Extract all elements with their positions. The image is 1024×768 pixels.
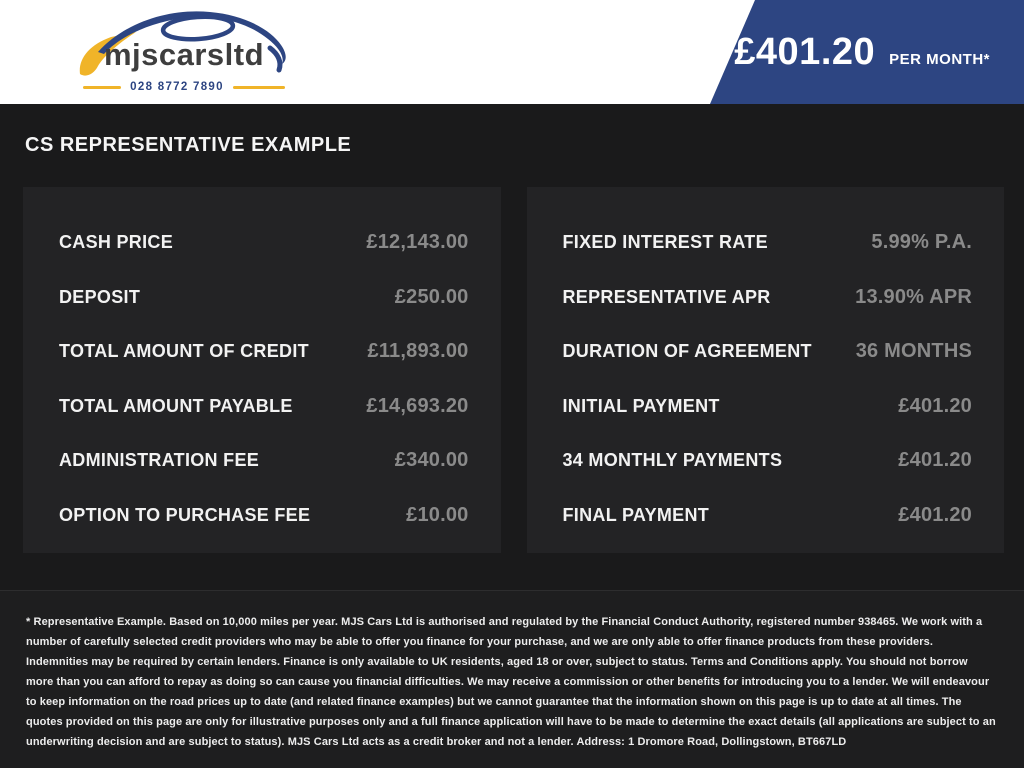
finance-row-total-credit: TOTAL AMOUNT OF CREDIT £11,893.00 (59, 340, 469, 363)
finance-row-fixed-interest-rate: FIXED INTEREST RATE 5.99% P.A. (563, 231, 973, 254)
finance-label: 34 MONTHLY PAYMENTS (562, 450, 783, 471)
finance-label: TOTAL AMOUNT PAYABLE (59, 395, 293, 416)
finance-label: TOTAL AMOUNT OF CREDIT (59, 341, 309, 362)
monthly-price-period: PER MONTH* (889, 50, 990, 68)
finance-label: DURATION OF AGREEMENT (562, 341, 812, 362)
finance-label: ADMINISTRATION FEE (59, 450, 260, 471)
finance-value: £250.00 (394, 285, 469, 308)
finance-value: 13.90% APR (855, 285, 972, 308)
finance-row-final-payment: FINAL PAYMENT £401.20 (563, 504, 973, 527)
finance-label: CASH PRICE (59, 232, 174, 252)
finance-value: 5.99% P.A. (871, 231, 972, 253)
monthly-price-banner: £401.20 PER MONTH* (710, 0, 1024, 104)
finance-label: REPRESENTATIVE APR (562, 286, 771, 307)
finance-row-option-to-purchase-fee: OPTION TO PURCHASE FEE £10.00 (59, 504, 469, 527)
finance-value: £12,143.00 (366, 231, 469, 253)
finance-row-monthly-payments: 34 MONTHLY PAYMENTS £401.20 (563, 449, 973, 472)
finance-panel-left: CASH PRICE £12,143.00 DEPOSIT £250.00 TO… (23, 187, 501, 553)
finance-value: £401.20 (898, 394, 972, 417)
finance-value: £11,893.00 (367, 340, 469, 363)
header: mjscarsltd 028 8772 7890 £401.20 PER MON… (0, 0, 1024, 104)
dealer-name: mjscarsltd (103, 37, 265, 72)
dealer-phone-row: 028 8772 7890 (70, 81, 298, 93)
phone-underline-left (83, 85, 122, 89)
dealer-logo: mjscarsltd 028 8772 7890 (70, 4, 298, 100)
footer: * Representative Example. Based on 10,00… (0, 590, 1024, 768)
finance-example-section: CS REPRESENTATIVE EXAMPLE CASH PRICE £12… (0, 104, 1024, 553)
finance-value: £401.20 (898, 449, 972, 472)
finance-row-representative-apr: REPRESENTATIVE APR 13.90% APR (563, 286, 973, 309)
monthly-price-amount: £401.20 (734, 30, 876, 73)
finance-row-deposit: DEPOSIT £250.00 (59, 286, 469, 309)
disclaimer-text: * Representative Example. Based on 10,00… (26, 616, 996, 748)
finance-panel-right: FIXED INTEREST RATE 5.99% P.A. REPRESENT… (526, 187, 1004, 553)
phone-underline-right (232, 85, 285, 89)
finance-row-admin-fee: ADMINISTRATION FEE £340.00 (59, 449, 469, 472)
finance-value: 36 MONTHS (855, 340, 972, 363)
finance-value: £10.00 (406, 503, 469, 526)
finance-label: INITIAL PAYMENT (562, 395, 720, 416)
finance-row-total-payable: TOTAL AMOUNT PAYABLE £14,693.20 (59, 395, 469, 418)
finance-value: £340.00 (394, 449, 469, 472)
finance-label: FIXED INTEREST RATE (562, 232, 768, 252)
finance-label: OPTION TO PURCHASE FEE (59, 504, 311, 525)
page-title: CS REPRESENTATIVE EXAMPLE (25, 134, 352, 156)
logo-car-icon (79, 11, 286, 76)
finance-row-duration: DURATION OF AGREEMENT 36 MONTHS (563, 340, 973, 363)
finance-label: FINAL PAYMENT (562, 504, 710, 525)
finance-panels: CASH PRICE £12,143.00 DEPOSIT £250.00 TO… (23, 187, 1004, 553)
dealer-phone: 028 8772 7890 (130, 81, 224, 93)
finance-row-initial-payment: INITIAL PAYMENT £401.20 (563, 395, 973, 418)
finance-value: £14,693.20 (366, 394, 469, 417)
finance-row-cash-price: CASH PRICE £12,143.00 (59, 231, 469, 254)
finance-label: DEPOSIT (59, 286, 141, 307)
finance-value: £401.20 (898, 503, 972, 526)
